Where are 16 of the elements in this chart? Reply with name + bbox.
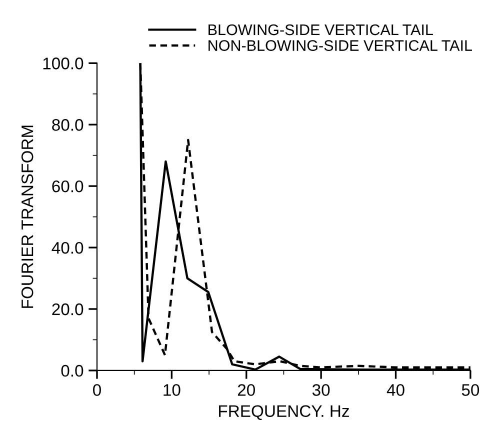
y-tick-label: 40.0 <box>52 242 84 254</box>
y-tick-label: 60.0 <box>52 180 84 192</box>
y-tick-label: 80.0 <box>52 119 84 131</box>
y-tick-label: 100.0 <box>43 58 84 70</box>
y-tick-label: 0.0 <box>61 364 84 377</box>
x-tick-label: 30 <box>312 384 330 396</box>
x-tick-label: 20 <box>238 384 255 396</box>
x-tick-label: 40 <box>386 384 404 396</box>
y-axis-title: FOURIER TRANSFORM <box>21 126 34 308</box>
x-axis-title: FREQUENCY. Hz <box>219 405 349 420</box>
legend-label: BLOWING-SIDE VERTICAL TAIL <box>208 24 433 36</box>
y-tick-label: 20.0 <box>52 303 84 316</box>
legend-label: NON-BLOWING-SIDE VERTICAL TAIL <box>208 40 472 51</box>
x-tick-label: 50 <box>462 384 480 396</box>
x-tick-label: 0 <box>93 384 101 396</box>
x-tick-label: 10 <box>164 384 180 396</box>
